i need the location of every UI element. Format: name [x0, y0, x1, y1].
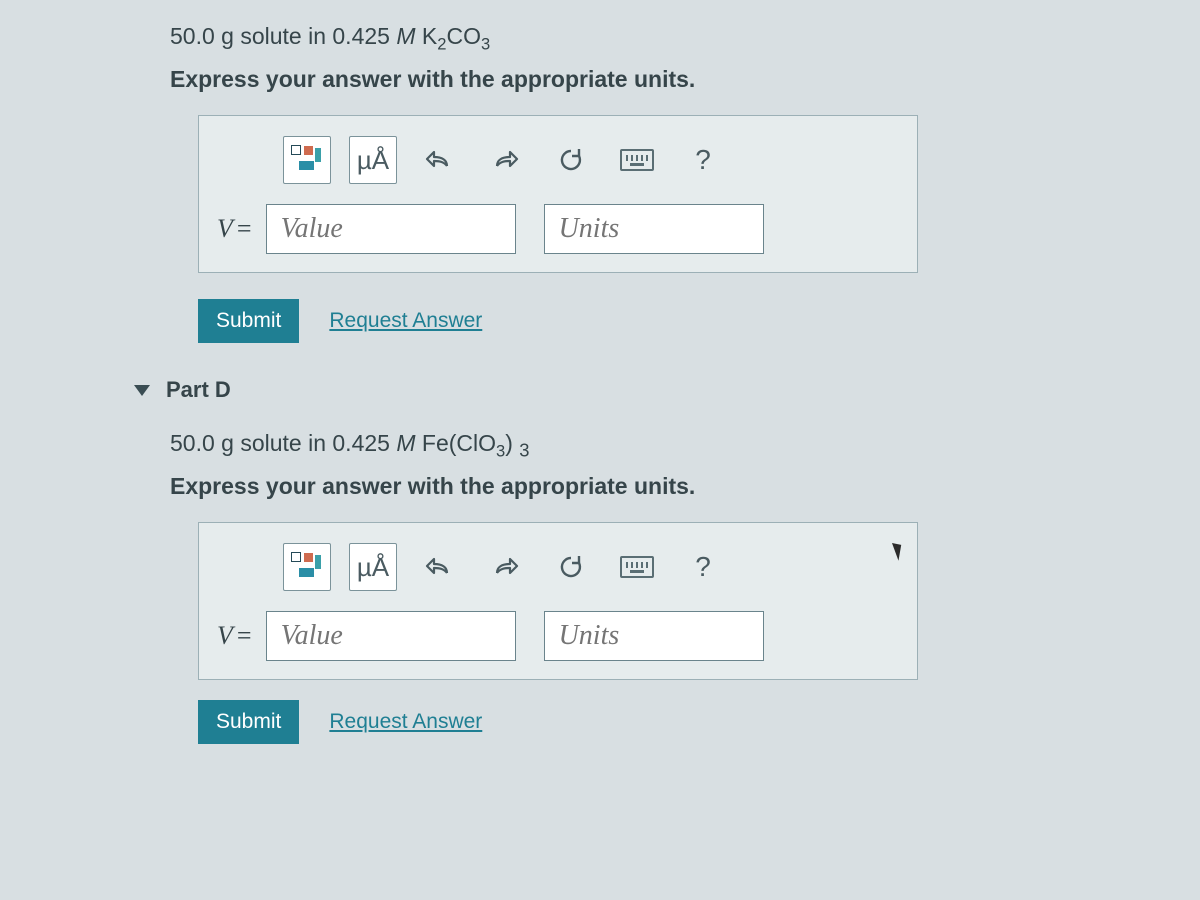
partD-instruction: Express your answer with the appropriate… [170, 473, 1160, 500]
redo-icon [491, 148, 519, 172]
reset-icon [557, 146, 585, 174]
undo-icon [425, 555, 453, 579]
chem-sub3: 3 [481, 35, 490, 54]
chem-subClO3: 3 [496, 442, 505, 461]
partD-question-prefix: 50.0 g solute in 0.425 [170, 430, 396, 456]
partD-units-input[interactable] [544, 611, 764, 661]
templates-icon [289, 145, 325, 175]
keyboard-icon [620, 556, 654, 578]
templates-button[interactable] [283, 543, 331, 591]
help-button[interactable]: ? [679, 543, 727, 591]
var-V: V [217, 621, 233, 650]
templates-button[interactable] [283, 136, 331, 184]
mu-a-icon: µÅ [357, 552, 389, 583]
redo-button[interactable] [481, 543, 529, 591]
help-button[interactable]: ? [679, 136, 727, 184]
keyboard-icon [620, 149, 654, 171]
chem-K: K [422, 23, 437, 49]
chem-CO: CO [446, 23, 481, 49]
partD-toolbar: µÅ ? [283, 543, 899, 591]
reset-button[interactable] [547, 136, 595, 184]
partD-variable-label: V= [217, 621, 252, 651]
partD-header-row[interactable]: Part D [170, 377, 1160, 403]
partC-units-input[interactable] [544, 204, 764, 254]
undo-button[interactable] [415, 136, 463, 184]
undo-button[interactable] [415, 543, 463, 591]
special-chars-button[interactable]: µÅ [349, 543, 397, 591]
partD-question: 50.0 g solute in 0.425 M Fe(ClO3) 3 [170, 425, 1160, 465]
partD-input-row: V= [217, 611, 899, 661]
mu-a-icon: µÅ [357, 145, 389, 176]
reset-button[interactable] [547, 543, 595, 591]
partC-actions: Submit Request Answer [198, 299, 1160, 343]
partC-question-prefix: 50.0 g solute in 0.425 [170, 23, 396, 49]
partC-answer-box: µÅ ? V= [198, 115, 918, 273]
partD-header: Part D [166, 377, 231, 403]
partD-answer-box: µÅ ? V= [198, 522, 918, 680]
chem-close: ) [505, 430, 513, 456]
help-icon: ? [695, 144, 711, 176]
keyboard-button[interactable] [613, 543, 661, 591]
equals-sign: = [237, 214, 252, 243]
chem-trail3: 3 [519, 440, 529, 461]
partD-submit-button[interactable]: Submit [198, 700, 299, 744]
keyboard-button[interactable] [613, 136, 661, 184]
templates-icon [289, 552, 325, 582]
partD-request-answer-link[interactable]: Request Answer [329, 710, 482, 734]
partC-submit-button[interactable]: Submit [198, 299, 299, 343]
partD-value-input[interactable] [266, 611, 516, 661]
partC-value-input[interactable] [266, 204, 516, 254]
partC-question: 50.0 g solute in 0.425 M K2CO3 [170, 18, 1160, 58]
var-V: V [217, 214, 233, 243]
special-chars-button[interactable]: µÅ [349, 136, 397, 184]
equals-sign: = [237, 621, 252, 650]
redo-icon [491, 555, 519, 579]
partC-input-row: V= [217, 204, 899, 254]
chem-FeClO: Fe(ClO [422, 430, 496, 456]
partD-actions: Submit Request Answer [198, 700, 1160, 744]
partC-instruction: Express your answer with the appropriate… [170, 66, 1160, 93]
collapse-caret-icon [134, 385, 150, 396]
undo-icon [425, 148, 453, 172]
partC-request-answer-link[interactable]: Request Answer [329, 309, 482, 333]
help-icon: ? [695, 551, 711, 583]
partC-toolbar: µÅ ? [283, 136, 899, 184]
redo-button[interactable] [481, 136, 529, 184]
page: 50.0 g solute in 0.425 M K2CO3 Express y… [0, 0, 1200, 764]
reset-icon [557, 553, 585, 581]
partC-variable-label: V= [217, 214, 252, 244]
